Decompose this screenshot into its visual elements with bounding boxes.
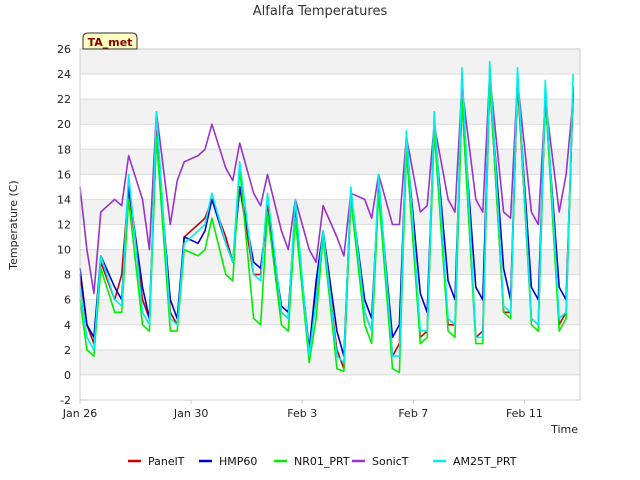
legend: PanelT HMP60 NR01_PRT SonicT AM25T_PRT (128, 455, 517, 468)
x-tick-label: Jan 26 (62, 407, 97, 420)
band (80, 249, 580, 275)
y-tick-label: -2 (60, 394, 71, 407)
chart-title: Alfalfa Temperatures (253, 4, 388, 19)
y-tick-label: 6 (64, 294, 71, 307)
x-tick-labels: Jan 26 Jan 30 Feb 3 Feb 7 Feb 11 (62, 407, 543, 420)
x-tick-label: Jan 30 (173, 407, 208, 420)
ta-met-badge: TA_met (82, 32, 138, 50)
y-tick-label: 20 (57, 118, 71, 131)
series-line-am25t-prt (79, 60, 574, 364)
series-lines (79, 60, 574, 374)
y-tick-label: 16 (57, 168, 71, 181)
x-axis-label: Time (550, 423, 578, 436)
y-tick-label: 14 (57, 193, 71, 206)
legend-label-am25t-prt: AM25T_PRT (453, 455, 517, 468)
y-tick-label: 10 (57, 244, 71, 257)
badge-label: TA_met (88, 36, 133, 49)
y-tick-label: 24 (57, 68, 71, 81)
y-tick-label: 22 (57, 93, 71, 106)
y-axis-label: Temperature (C) (7, 180, 20, 270)
y-tick-label: 8 (64, 269, 71, 282)
legend-label-hmp60: HMP60 (219, 455, 257, 468)
legend-label-sonict: SonicT (372, 455, 409, 468)
band (80, 349, 580, 375)
x-tick-label: Feb 7 (398, 407, 428, 420)
plot-frame (79, 48, 581, 401)
y-tick-label: 12 (57, 219, 71, 232)
y-tick-label: 18 (57, 143, 71, 156)
legend-label-panelt: PanelT (148, 455, 185, 468)
y-tick-label: 26 (57, 43, 71, 56)
legend-label-nr01-prt: NR01_PRT (294, 455, 350, 468)
x-tick-label: Feb 11 (506, 407, 543, 420)
y-tick-label: 0 (64, 369, 71, 382)
plot-background-bands (80, 49, 580, 375)
band (80, 99, 580, 125)
y-tick-label: 4 (64, 319, 71, 332)
y-tick-label: 2 (64, 344, 71, 357)
band (80, 49, 580, 75)
x-tick-label: Feb 3 (287, 407, 317, 420)
